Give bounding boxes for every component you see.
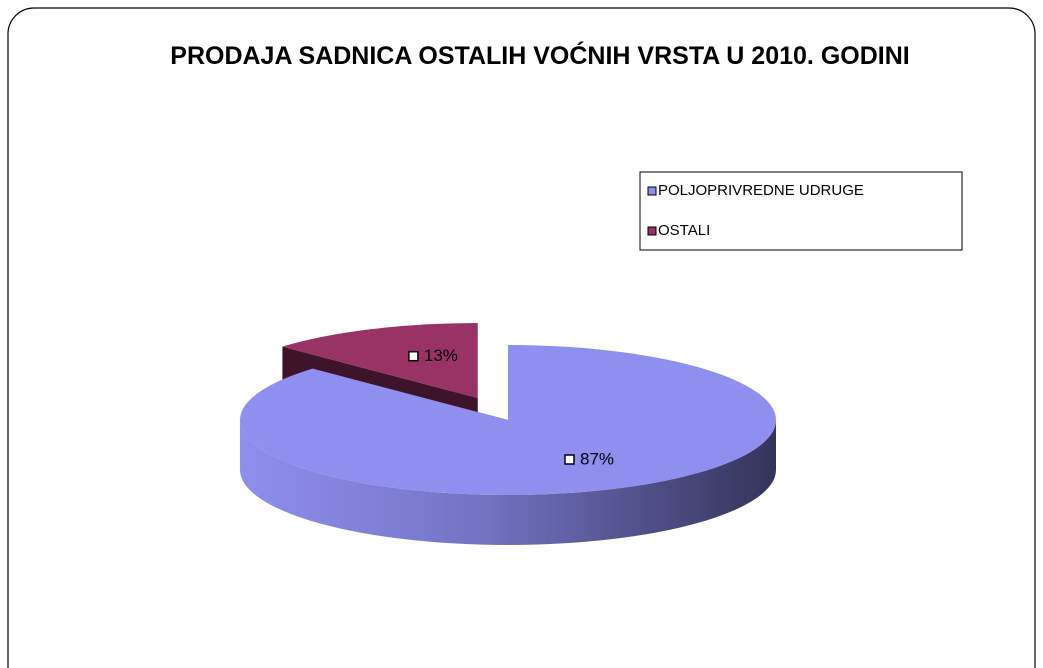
label-marker [564,454,575,465]
slice [282,323,478,398]
legend-label: OSTALI [658,222,710,239]
chart-border [7,7,1036,668]
legend-label: POLJOPRIVREDNE UDRUGE [658,182,864,199]
chart-title: PRODAJA SADNICA OSTALIH VOĆNIH VRSTA U 2… [170,42,910,70]
data-label: 13% [424,346,458,365]
data-label: 87% [580,449,614,468]
legend-swatch [647,186,657,196]
legend-swatch [647,226,657,236]
slice [239,345,777,495]
legend-box [639,171,963,251]
slice-side [240,420,776,545]
label-marker [408,350,419,362]
